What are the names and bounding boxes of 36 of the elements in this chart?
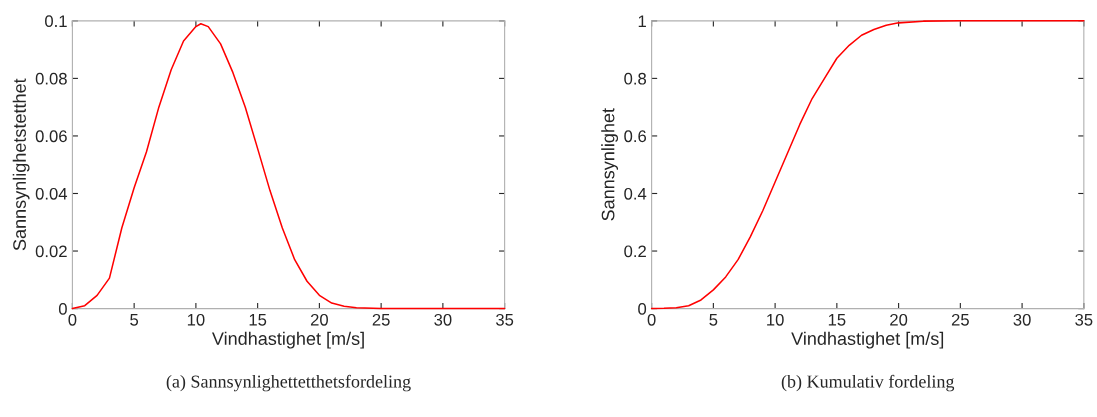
- y-tick-label: 0.6: [624, 130, 647, 143]
- x-tick-label: 5: [130, 314, 139, 326]
- y-tick-label: 0.2: [624, 245, 646, 258]
- x-tick-label: 0: [68, 313, 77, 326]
- x-tick-label: 15: [828, 314, 846, 326]
- y-axis-title: Sannsynlighet: [601, 108, 619, 221]
- y-tick-label: 0.8: [624, 72, 647, 85]
- y-tick-label: 0.06: [35, 130, 67, 143]
- line-series: [650, 20, 1085, 310]
- y-tick-label: 0: [58, 302, 67, 315]
- y-tick-label: 0.02: [35, 245, 67, 258]
- x-tick-label: 35: [1075, 313, 1093, 326]
- x-tick-label: 30: [1013, 313, 1031, 326]
- x-tick-label: 0: [647, 313, 656, 326]
- x-tick-label: 15: [249, 314, 267, 326]
- x-tick-label: 5: [709, 314, 718, 326]
- text: (b) Kumulativ fordeling: [781, 374, 955, 392]
- y-axis-title: Sannsynlighetstetthet: [12, 78, 30, 251]
- x-tick-label: 25: [372, 313, 390, 326]
- text: (a) Sannsynlighettetthetsfordeling: [166, 374, 411, 392]
- y-tick-label: 0.1: [45, 15, 67, 28]
- x-tick-label: 35: [495, 313, 514, 326]
- y-tick-label: 0: [638, 302, 647, 315]
- line-series: [71, 22, 506, 310]
- y-tick-label: 0.04: [35, 187, 68, 200]
- x-tick-label: 20: [890, 313, 908, 326]
- y-tick-label: 0.08: [35, 72, 67, 85]
- x-axis-title: Vindhastighet [m/s]: [211, 331, 364, 349]
- y-tick-label: 1: [638, 15, 646, 27]
- x-tick-label: 30: [434, 313, 452, 326]
- x-tick-label: 20: [310, 313, 328, 326]
- y-tick-label: 0.4: [624, 187, 647, 200]
- x-tick-label: 10: [187, 313, 205, 326]
- x-tick-label: 25: [951, 313, 969, 326]
- x-tick-label: 10: [767, 313, 784, 326]
- x-axis-title: Vindhastighet [m/s]: [791, 331, 944, 349]
